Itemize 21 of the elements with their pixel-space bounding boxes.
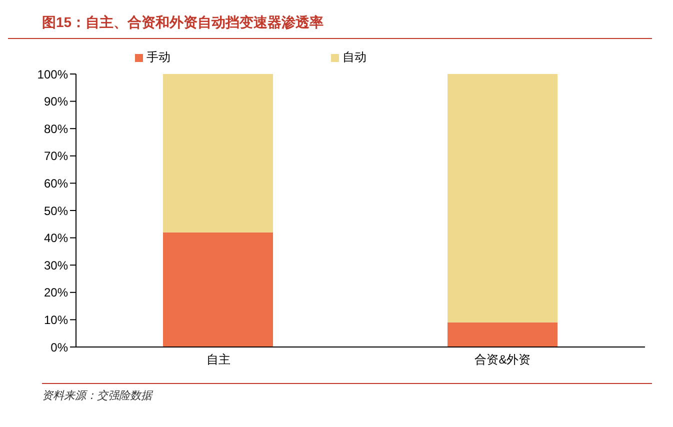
text: 资料来源：交强险数据 [42,388,154,403]
bar [448,322,558,347]
y-tick-label: 40% [44,231,68,246]
bar [163,74,273,232]
y-tick-label: 60% [44,176,68,190]
y-tick-label: 70% [44,149,68,164]
bar [163,232,273,347]
legend-label: 自动 [342,50,366,64]
y-tick-label: 50% [44,204,68,218]
y-tick-label: 100% [37,67,68,82]
y-tick-label: 30% [44,258,68,272]
x-tick-label: 自主 [206,352,230,367]
bar [448,74,558,322]
legend-label: 手动 [146,50,170,64]
y-tick-label: 0% [50,340,68,354]
y-tick-label: 10% [44,312,68,327]
chart-title: 图15：自主、合资和外资自动挡变速器渗透率 [8,8,652,39]
y-tick-label: 20% [44,286,68,300]
y-tick-label: 80% [44,122,68,136]
y-tick-label: 90% [44,94,68,109]
x-tick-label: 合资&外资 [474,352,531,367]
